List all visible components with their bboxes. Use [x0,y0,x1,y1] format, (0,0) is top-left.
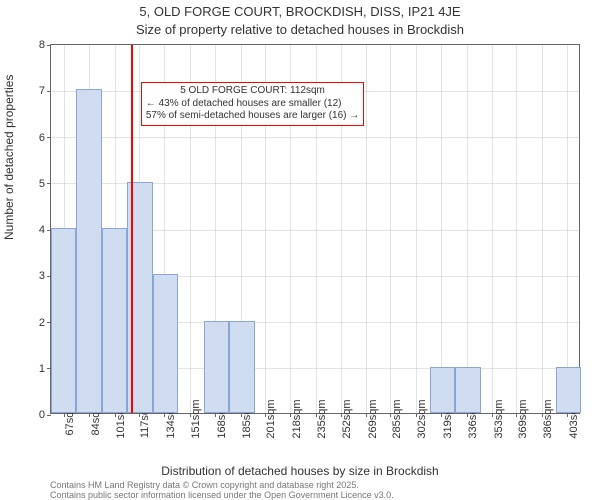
y-tick-mark [47,183,51,184]
y-axis-label: Number of detached properties [2,75,16,240]
gridline-vertical [416,45,417,413]
y-tick-mark [47,137,51,138]
gridline-vertical [467,45,468,413]
x-tick-label: 151sqm [190,399,202,438]
histogram-bar [153,274,178,413]
histogram-bar [76,89,101,413]
annotation-line-3: 57% of semi-detached houses are larger (… [146,110,359,123]
annotation-line-1: 5 OLD FORGE COURT: 112sqm [146,85,359,98]
x-tick-label: 201sqm [265,399,277,438]
footer-copyright-1: Contains HM Land Registry data © Crown c… [50,480,359,490]
histogram-bar [556,367,581,413]
chart-title-main: 5, OLD FORGE COURT, BROCKDISH, DISS, IP2… [0,4,600,19]
plot-area: 01234567867sqm84sqm101sqm117sqm134sqm151… [50,44,580,414]
x-tick-label: 285sqm [391,399,403,438]
gridline-vertical [567,45,568,413]
x-tick-label: 235sqm [316,399,328,438]
footer-copyright-2: Contains public sector information licen… [50,490,394,500]
gridline-vertical [492,45,493,413]
gridline-vertical [366,45,367,413]
property-marker-line [131,45,133,413]
x-tick-label: 386sqm [542,399,554,438]
histogram-bar [204,321,229,414]
annotation-line-2: ← 43% of detached houses are smaller (12… [146,98,359,111]
histogram-bar [455,367,480,413]
histogram-bar [229,321,254,414]
gridline-vertical [441,45,442,413]
x-tick-label: 302sqm [416,399,428,438]
histogram-bar [102,228,127,413]
property-size-histogram: 5, OLD FORGE COURT, BROCKDISH, DISS, IP2… [0,0,600,500]
gridline-vertical [390,45,391,413]
x-tick-label: 269sqm [367,399,379,438]
histogram-bar [430,367,455,413]
chart-title-sub: Size of property relative to detached ho… [0,22,600,37]
annotation-box: 5 OLD FORGE COURT: 112sqm← 43% of detach… [141,82,364,126]
histogram-bar [51,228,76,413]
x-tick-label: 218sqm [291,399,303,438]
x-axis-label: Distribution of detached houses by size … [0,464,600,478]
y-tick-mark [47,91,51,92]
gridline-vertical [516,45,517,413]
y-tick-mark [47,45,51,46]
y-tick-mark [47,415,51,416]
gridline-vertical [542,45,543,413]
x-tick-label: 353sqm [493,399,505,438]
x-tick-label: 369sqm [517,399,529,438]
x-tick-label: 252sqm [341,399,353,438]
